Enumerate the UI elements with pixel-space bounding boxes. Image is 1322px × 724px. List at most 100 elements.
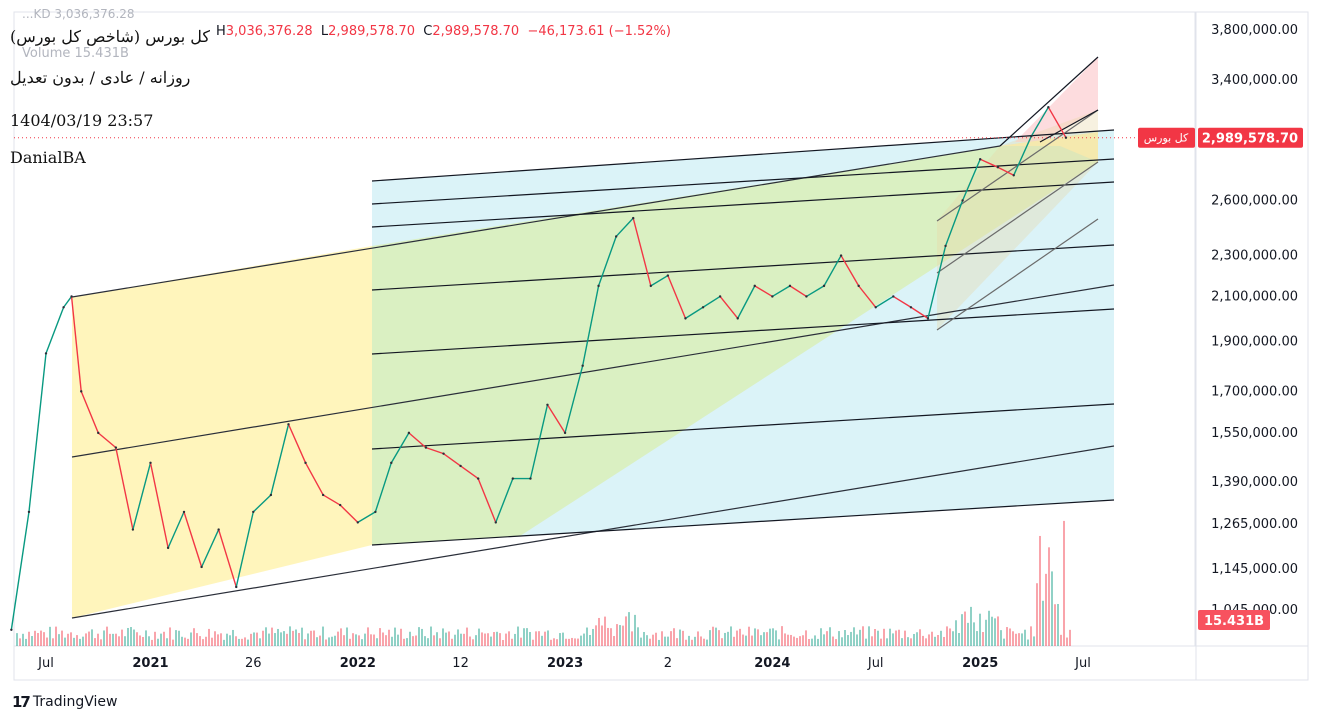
channel-yellow-tip [1000, 132, 1098, 162]
volume-bar [943, 636, 945, 646]
price-point [149, 461, 152, 465]
volume-bar [961, 614, 963, 646]
volume-bar [748, 626, 750, 646]
volume-bar [859, 629, 861, 646]
price-segment [70, 296, 82, 392]
volume-bar [262, 630, 264, 646]
volume-bar [907, 637, 909, 646]
price-point [269, 493, 273, 497]
price-segment [650, 274, 669, 287]
volume-bar [190, 632, 192, 646]
price-segment [737, 285, 756, 319]
volume-bar [619, 625, 621, 646]
volume-bar [460, 633, 462, 646]
ohlc-low-value: 2,989,578.70 [328, 24, 415, 39]
volume-bar [451, 638, 453, 646]
price-point [909, 306, 913, 309]
price-point [1030, 135, 1033, 138]
volume-bar [544, 631, 546, 646]
volume-bar [100, 639, 102, 646]
price-segment [149, 462, 169, 549]
volume-bar [181, 636, 183, 646]
y-tick-label: 3,400,000.00 [1211, 73, 1298, 88]
chart-subtitle: روزانه / عادی / بدون تعدیل [10, 68, 191, 87]
volume-bar [19, 638, 21, 646]
volume-bar [358, 635, 360, 646]
volume-bar [79, 638, 81, 646]
volume-bar [778, 639, 780, 646]
volume-bar [595, 625, 597, 646]
volume-bar [325, 639, 327, 646]
volume-bar [1024, 629, 1026, 646]
price-point [874, 306, 877, 309]
volume-bar [232, 629, 234, 646]
volume-bar [667, 636, 669, 646]
last-price-name-bg [1138, 127, 1195, 148]
volume-bar [844, 630, 846, 646]
volume-bar [1063, 520, 1065, 646]
volume-bar [781, 626, 783, 646]
price-point [996, 165, 1000, 169]
price-segment [1047, 106, 1067, 139]
volume-bar [277, 628, 279, 646]
volume-bar [229, 635, 231, 646]
volume-bar [385, 635, 387, 646]
channel-line-0 [71, 145, 1001, 298]
volume-bar [679, 629, 681, 646]
volume-bar [1021, 633, 1023, 646]
volume-bar [271, 627, 273, 646]
volume-bar [751, 635, 753, 646]
tradingview-logo[interactable]: 17 TradingView [12, 693, 117, 711]
volume-bar [502, 639, 504, 646]
volume-bar [484, 633, 486, 646]
volume-bar [877, 630, 879, 646]
volume-bar [1069, 629, 1071, 646]
volume-bar [67, 633, 69, 646]
volume-bar [445, 632, 447, 646]
ohlc-change: −46,173.61 (−1.52%) [527, 24, 671, 39]
volume-bar [199, 636, 201, 646]
price-point [892, 295, 895, 298]
volume-bar [55, 626, 57, 646]
price-segment [944, 200, 964, 247]
volume-bar [205, 636, 207, 646]
volume-bar [1000, 630, 1002, 646]
volume-bar [169, 627, 171, 646]
volume-bar [457, 629, 459, 646]
y-tick-label: 2,100,000.00 [1211, 289, 1298, 304]
volume-bar [295, 629, 297, 646]
chart-datetime: 1404/03/19 23:57 [10, 111, 154, 130]
volume-bar [94, 638, 96, 646]
volume-bar [448, 631, 450, 646]
volume-bar [841, 637, 843, 646]
volume-bar [1057, 603, 1059, 646]
volume-legend-value: 15.431B [74, 46, 129, 61]
volume-bar [328, 637, 330, 646]
volume-bar [82, 636, 84, 646]
volume-bar [103, 630, 105, 646]
x-tick-label: Jul [1074, 656, 1091, 671]
volume-bar [1018, 633, 1020, 646]
channel-line-14 [1039, 109, 1099, 143]
volume-bar [373, 634, 375, 646]
volume-bar [559, 633, 561, 646]
volume-bar [838, 631, 840, 646]
price-series-group [10, 106, 1068, 631]
volume-bar [826, 631, 828, 646]
volume-bar [580, 635, 582, 646]
volume-bar [628, 612, 630, 646]
volume-bar [394, 627, 396, 646]
volume-bar [706, 639, 708, 646]
price-point [753, 284, 756, 288]
volume-bar [499, 633, 501, 646]
price-segment [1030, 106, 1049, 137]
volume-bar [835, 639, 837, 646]
volume-bar [481, 632, 483, 646]
volume-bar [37, 633, 39, 646]
volume-bar [1045, 573, 1047, 646]
volume-bar [646, 635, 648, 646]
volume-bar [115, 633, 117, 646]
volume-bar [670, 631, 672, 646]
volume-bar [376, 638, 378, 646]
